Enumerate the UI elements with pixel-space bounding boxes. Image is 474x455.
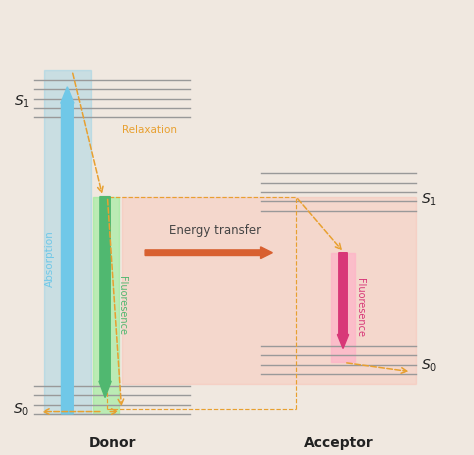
FancyArrow shape (145, 248, 273, 259)
FancyArrow shape (337, 253, 349, 349)
Text: $S_0$: $S_0$ (13, 401, 30, 418)
Text: Absorption: Absorption (45, 229, 55, 286)
Text: $S_0$: $S_0$ (421, 357, 437, 373)
Text: Energy transfer: Energy transfer (169, 224, 261, 237)
Text: Relaxation: Relaxation (121, 125, 176, 135)
Bar (331, 253, 355, 363)
FancyArrow shape (99, 197, 111, 398)
Text: $S_1$: $S_1$ (14, 93, 30, 110)
Text: Fluoresence: Fluoresence (355, 277, 365, 336)
FancyArrow shape (61, 88, 74, 414)
Text: Fluoresence: Fluoresence (117, 275, 127, 334)
Text: Donor: Donor (88, 435, 136, 449)
Text: $S_1$: $S_1$ (421, 192, 437, 208)
Bar (93, 197, 119, 414)
Bar (44, 71, 91, 414)
Bar (121, 197, 416, 384)
Text: Acceptor: Acceptor (303, 435, 373, 449)
